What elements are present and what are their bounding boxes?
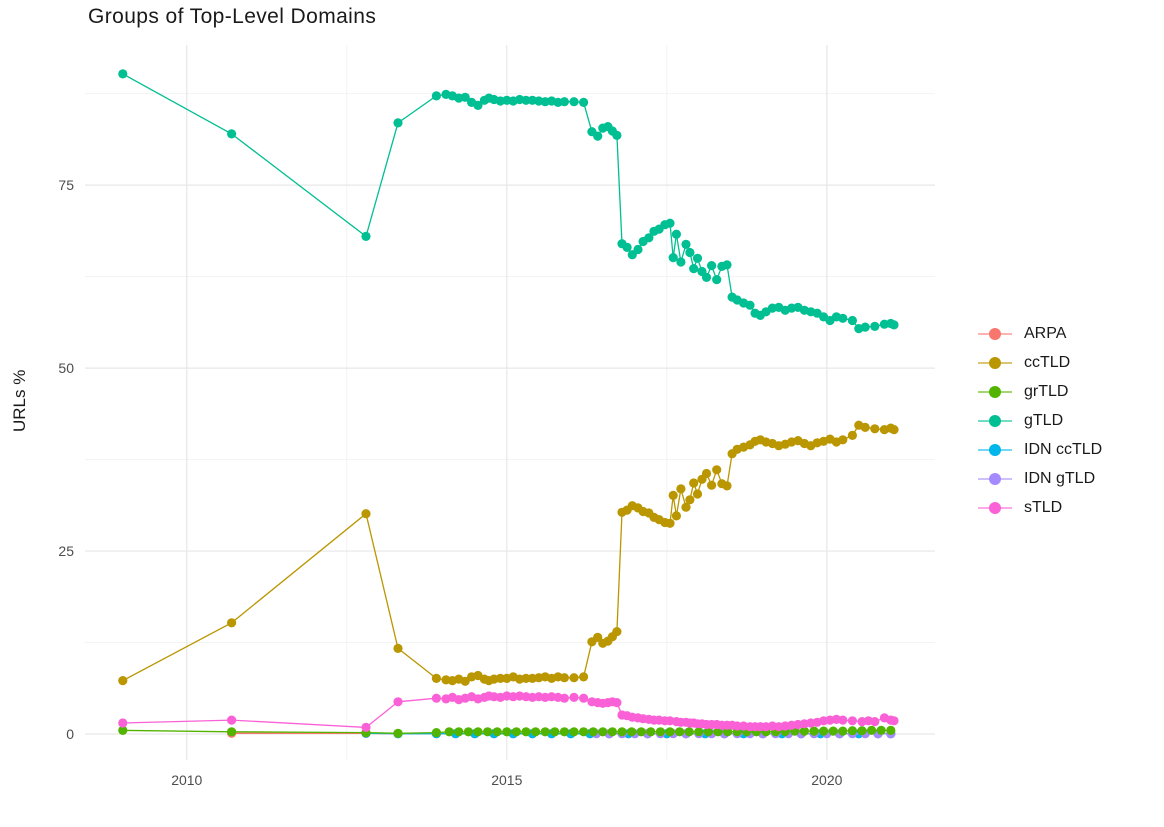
legend-key-grtld-icon xyxy=(978,382,1012,402)
legend-item-grtld: grTLD xyxy=(978,382,1102,402)
plot-series xyxy=(118,69,899,739)
legend-key-arpa-icon xyxy=(978,324,1012,344)
legend-item-idn-gtld: IDN gTLD xyxy=(978,469,1102,489)
legend-label: gTLD xyxy=(1024,412,1064,429)
x-tick-2015: 2015 xyxy=(491,772,523,788)
y-tick-50: 50 xyxy=(58,360,74,377)
y-tick-25: 25 xyxy=(58,543,74,560)
gridlines xyxy=(85,45,935,760)
legend-key-gtld-icon xyxy=(978,411,1012,431)
x-tick-2020: 2020 xyxy=(811,772,843,788)
legend-key-idn-cctld-icon xyxy=(978,440,1012,460)
legend-item-arpa: ARPA xyxy=(978,324,1102,344)
legend-key-idn-gtld-icon xyxy=(978,469,1012,489)
legend-label: IDN ccTLD xyxy=(1024,441,1103,458)
legend-item-cctld: ccTLD xyxy=(978,353,1102,373)
y-tick-0: 0 xyxy=(66,726,74,743)
legend-label: sTLD xyxy=(1024,499,1063,516)
series-grtld xyxy=(118,725,896,738)
legend-label: grTLD xyxy=(1024,383,1069,400)
legend-key-cctld-icon xyxy=(978,353,1012,373)
legend-item-stld: sTLD xyxy=(978,498,1102,518)
legend-item-gtld: gTLD xyxy=(978,411,1102,431)
series-gtld xyxy=(118,69,899,334)
series-cctld xyxy=(118,420,899,686)
legend: ARPA ccTLD grTLD gTLD IDN ccTLD IDN gTLD… xyxy=(978,324,1102,518)
x-tick-2010: 2010 xyxy=(171,772,203,788)
legend-item-idn-cctld: IDN ccTLD xyxy=(978,440,1102,460)
legend-label: ccTLD xyxy=(1024,354,1071,371)
series-stld xyxy=(118,691,899,733)
legend-label: ARPA xyxy=(1024,325,1067,342)
chart-title: Groups of Top-Level Domains xyxy=(88,5,377,28)
y-tick-75: 75 xyxy=(58,177,74,194)
legend-label: IDN gTLD xyxy=(1024,470,1096,487)
legend-key-stld-icon xyxy=(978,498,1012,518)
